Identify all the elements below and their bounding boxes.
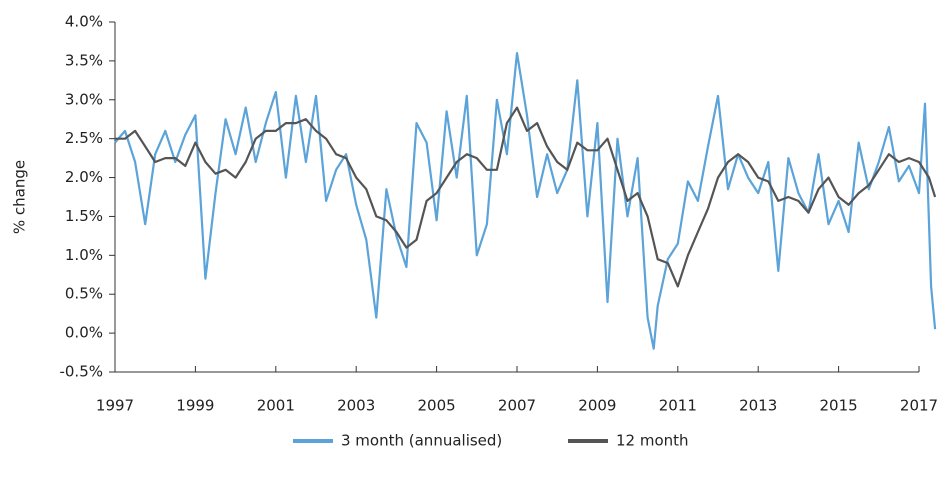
y-tick-label: 0.0% <box>65 324 103 342</box>
y-tick-label: 1.0% <box>65 246 103 264</box>
y-tick-label: 1.5% <box>65 207 103 225</box>
series-line <box>114 52 937 350</box>
legend-label: 3 month (annualised) <box>341 432 502 450</box>
x-tick-label: 2007 <box>498 397 536 415</box>
x-tick-label: 2017 <box>900 397 938 415</box>
y-axis-label: % change <box>11 160 29 234</box>
x-tick-label: 1999 <box>176 397 214 415</box>
x-tick-label: 2001 <box>257 397 295 415</box>
x-tick-label: 2013 <box>739 397 777 415</box>
y-tick-label: 3.0% <box>65 90 103 108</box>
y-tick-label: -0.5% <box>59 363 103 381</box>
series-line <box>115 106 937 288</box>
legend-label: 12 month <box>616 432 689 450</box>
y-tick-label: 0.5% <box>65 285 103 303</box>
x-tick-label: 2003 <box>337 397 375 415</box>
x-tick-label: 2009 <box>578 397 616 415</box>
y-tick-label: 3.5% <box>65 51 103 69</box>
x-tick-label: 1997 <box>96 397 134 415</box>
x-tick-label: 2011 <box>659 397 697 415</box>
x-tick-label: 2015 <box>820 397 858 415</box>
y-tick-label: 4.0% <box>65 13 103 31</box>
y-tick-label: 2.5% <box>65 129 103 147</box>
x-tick-label: 2005 <box>418 397 456 415</box>
y-tick-label: 2.0% <box>65 168 103 186</box>
